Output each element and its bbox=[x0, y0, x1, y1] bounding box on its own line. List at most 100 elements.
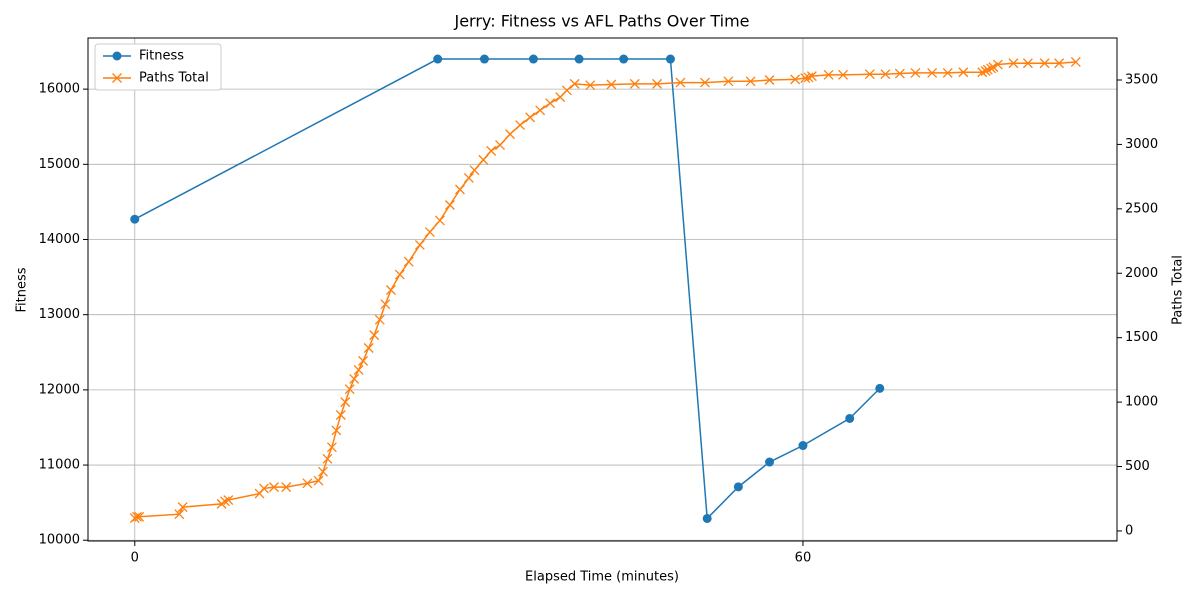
point bbox=[414, 239, 425, 250]
point bbox=[629, 78, 640, 89]
point bbox=[269, 482, 279, 493]
point bbox=[281, 482, 292, 493]
point bbox=[798, 441, 808, 451]
point bbox=[927, 67, 938, 78]
y2-tick-label: 3500 bbox=[1125, 73, 1158, 88]
x-tick-label: 0 bbox=[131, 551, 139, 566]
point bbox=[665, 54, 675, 64]
point bbox=[177, 502, 188, 513]
point bbox=[505, 129, 516, 140]
point bbox=[478, 154, 489, 165]
point bbox=[745, 76, 756, 87]
point bbox=[1054, 58, 1065, 69]
x-tick-label: 60 bbox=[795, 551, 812, 566]
point bbox=[845, 413, 855, 423]
point bbox=[958, 67, 969, 78]
point bbox=[302, 478, 313, 489]
point bbox=[369, 330, 380, 341]
point bbox=[433, 54, 443, 64]
point bbox=[982, 64, 993, 75]
point bbox=[977, 67, 988, 78]
y-tick-label: 16000 bbox=[39, 82, 80, 97]
point bbox=[864, 69, 875, 80]
point bbox=[986, 63, 997, 74]
point bbox=[988, 62, 999, 73]
y2-tick-label: 2000 bbox=[1125, 266, 1158, 281]
point bbox=[894, 68, 905, 79]
chart-title: Jerry: Fitness vs AFL Paths Over Time bbox=[453, 12, 749, 31]
point bbox=[1070, 57, 1081, 67]
point bbox=[525, 112, 536, 123]
point bbox=[326, 442, 337, 453]
point bbox=[619, 54, 629, 64]
point bbox=[545, 98, 556, 109]
point bbox=[803, 72, 814, 83]
y2-tick-label: 2500 bbox=[1125, 201, 1158, 216]
point bbox=[331, 425, 342, 436]
point bbox=[380, 299, 391, 310]
point bbox=[699, 77, 710, 88]
point bbox=[344, 384, 355, 395]
point bbox=[385, 285, 396, 295]
point bbox=[313, 475, 324, 486]
point bbox=[495, 140, 506, 151]
point bbox=[942, 67, 953, 78]
legend-marker bbox=[112, 73, 122, 83]
point bbox=[606, 79, 617, 90]
point bbox=[875, 383, 885, 393]
point bbox=[374, 314, 385, 325]
point bbox=[479, 54, 489, 64]
point bbox=[130, 214, 140, 224]
point bbox=[353, 364, 364, 375]
y2-tick-label: 0 bbox=[1125, 523, 1133, 538]
y2-tick-label: 3000 bbox=[1125, 137, 1158, 152]
point bbox=[806, 71, 817, 82]
y2-axis-label: Paths Total bbox=[1171, 255, 1186, 325]
x-axis-label: Elapsed Time (minutes) bbox=[525, 570, 679, 585]
legend-label: Fitness bbox=[139, 49, 184, 64]
point bbox=[486, 145, 497, 156]
point bbox=[1008, 58, 1019, 69]
point bbox=[1039, 58, 1050, 69]
point bbox=[358, 355, 369, 366]
point bbox=[702, 513, 712, 523]
point bbox=[223, 495, 234, 505]
point bbox=[322, 453, 333, 464]
point bbox=[823, 69, 834, 80]
point bbox=[535, 105, 546, 116]
point bbox=[723, 76, 734, 87]
point bbox=[652, 78, 663, 89]
series bbox=[130, 54, 885, 523]
point bbox=[574, 54, 584, 64]
point bbox=[469, 165, 480, 176]
point bbox=[765, 457, 775, 467]
point bbox=[454, 184, 465, 195]
point bbox=[910, 67, 921, 78]
legend-label: Paths Total bbox=[139, 71, 209, 86]
point bbox=[349, 373, 360, 384]
point bbox=[980, 66, 991, 76]
plot-frame bbox=[87, 37, 1118, 542]
point bbox=[394, 269, 405, 280]
y-tick-label: 11000 bbox=[39, 458, 80, 473]
point bbox=[434, 215, 445, 226]
y2-tick-label: 500 bbox=[1125, 459, 1150, 474]
point bbox=[258, 483, 269, 494]
point bbox=[528, 54, 538, 64]
point bbox=[790, 74, 801, 85]
point bbox=[1022, 58, 1033, 69]
legend-marker bbox=[112, 51, 122, 61]
y2-tick-label: 1000 bbox=[1125, 395, 1158, 410]
point bbox=[220, 496, 230, 507]
y-tick-label: 10000 bbox=[39, 533, 80, 548]
series bbox=[129, 57, 1081, 524]
point bbox=[318, 466, 328, 477]
point bbox=[335, 410, 346, 420]
y-tick-label: 13000 bbox=[39, 307, 80, 322]
y2-tick-label: 1500 bbox=[1125, 330, 1158, 345]
point bbox=[134, 511, 145, 522]
y-tick-label: 15000 bbox=[39, 157, 80, 172]
y-tick-label: 14000 bbox=[39, 232, 80, 247]
point bbox=[675, 77, 686, 88]
